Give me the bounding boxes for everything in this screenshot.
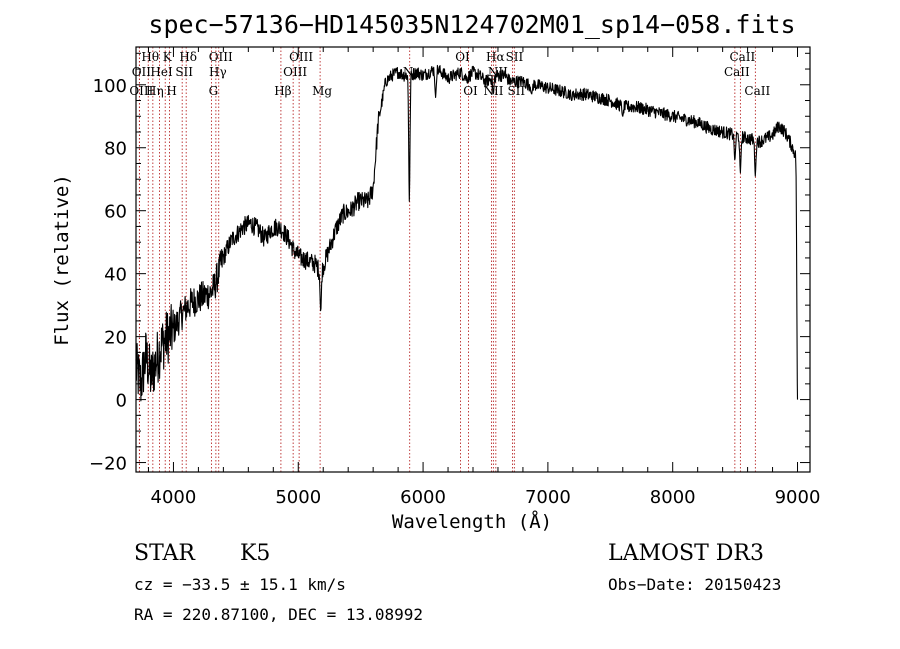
- x-tick-label: 4000: [151, 487, 197, 508]
- x-tick-label: 7000: [525, 487, 571, 508]
- y-tick-label: 0: [116, 391, 127, 412]
- spectral-line-label: Hα: [486, 50, 505, 64]
- spectral-line-label: OI: [455, 50, 470, 64]
- x-tick-label: 6000: [400, 487, 446, 508]
- spectral-line-label: SII: [507, 84, 525, 98]
- y-tick-label: 80: [104, 139, 127, 160]
- y-tick-label: 100: [93, 76, 127, 97]
- spectral-line-label: Hδ: [179, 50, 197, 64]
- chart-title: spec−57136−HD145035N124702M01_sp14−058.f…: [148, 10, 795, 39]
- x-tick-label: 5000: [275, 487, 321, 508]
- spectral-line-label: Hγ: [209, 65, 227, 79]
- spectral-line-label: SII: [506, 50, 524, 64]
- obs-date-readout: Obs−Date: 20150423: [608, 575, 781, 594]
- x-axis-label: Wavelength (Å): [392, 510, 552, 533]
- spectral-line-label: Hθ: [141, 50, 159, 64]
- survey-label: LAMOST DR3: [608, 541, 764, 566]
- plot-frame: [135, 46, 811, 473]
- spectral-line-label: SII: [175, 65, 193, 79]
- y-axis-ticks: −20 0 20 40 60 80 100: [89, 52, 810, 475]
- object-class-label: STAR: [134, 541, 196, 566]
- spectral-line-label: G: [209, 84, 219, 98]
- x-tick-label: 9000: [775, 487, 821, 508]
- spectral-line-label: K: [163, 50, 173, 64]
- spectral-line-label: CaII: [744, 84, 770, 98]
- spectral-line-markers: [138, 47, 756, 472]
- y-tick-label: 60: [104, 202, 127, 223]
- object-subclass-label: K5: [240, 541, 270, 566]
- spectral-line-label: OI: [463, 84, 478, 98]
- x-axis-ticks: 4000 5000 6000 7000 8000 9000: [147, 47, 821, 508]
- spectral-line-label: H: [166, 84, 176, 98]
- spectral-line-label: HeI: [150, 65, 173, 79]
- redshift-readout: cz = −33.5 ± 15.1 km/s: [134, 575, 346, 594]
- spectral-line-label: OIII: [289, 50, 313, 64]
- spectral-line-label: CaII: [724, 65, 750, 79]
- spectral-line-label: CaII: [729, 50, 755, 64]
- y-axis-label: Flux (relative): [51, 174, 73, 346]
- y-tick-label: 40: [104, 265, 127, 286]
- y-tick-label: −20: [89, 454, 127, 475]
- y-tick-label: 20: [104, 328, 127, 349]
- spectral-line-label: Hβ: [274, 84, 291, 98]
- spectral-line-label: OII: [132, 65, 152, 79]
- spectral-line-label: Mg: [312, 84, 332, 98]
- coordinates-readout: RA = 220.87100, DEC = 13.08992: [134, 605, 423, 624]
- spectral-line-label: OIII: [283, 65, 307, 79]
- spectral-line-label: Hη: [146, 84, 164, 98]
- spectral-line-label: OIII: [209, 50, 233, 64]
- x-tick-label: 8000: [650, 487, 696, 508]
- flux-series-line: [135, 64, 799, 402]
